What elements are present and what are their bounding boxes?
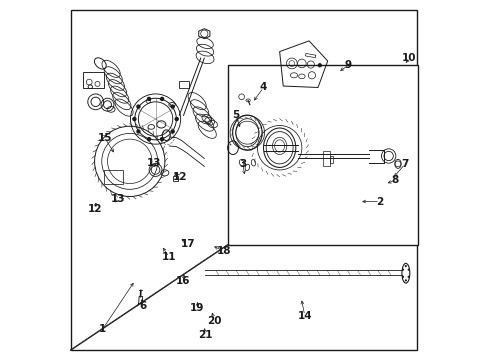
Circle shape bbox=[136, 104, 141, 109]
Text: 10: 10 bbox=[402, 53, 416, 63]
Text: 13: 13 bbox=[146, 158, 161, 168]
Circle shape bbox=[170, 129, 175, 134]
Text: 21: 21 bbox=[198, 330, 212, 340]
Bar bbox=[329, 156, 332, 163]
Text: 11: 11 bbox=[162, 252, 176, 262]
Circle shape bbox=[404, 279, 406, 282]
Text: 2: 2 bbox=[376, 197, 383, 207]
Text: 3: 3 bbox=[239, 159, 246, 169]
Circle shape bbox=[407, 269, 409, 271]
Text: 7: 7 bbox=[401, 159, 408, 169]
Text: 13: 13 bbox=[111, 194, 125, 204]
Bar bbox=[173, 176, 178, 181]
Circle shape bbox=[401, 276, 403, 278]
Text: 15: 15 bbox=[97, 133, 112, 143]
Circle shape bbox=[146, 137, 151, 141]
Circle shape bbox=[146, 97, 151, 101]
Text: 12: 12 bbox=[172, 172, 187, 182]
Circle shape bbox=[160, 137, 164, 141]
Circle shape bbox=[160, 97, 164, 101]
Bar bbox=[83, 72, 104, 88]
Text: 20: 20 bbox=[206, 316, 221, 325]
Circle shape bbox=[404, 265, 406, 267]
Circle shape bbox=[170, 104, 175, 109]
Text: 8: 8 bbox=[391, 175, 398, 185]
Text: 6: 6 bbox=[140, 301, 147, 311]
Bar bbox=[104, 170, 122, 184]
Text: 18: 18 bbox=[216, 246, 230, 256]
Circle shape bbox=[401, 269, 403, 271]
Text: 9: 9 bbox=[344, 60, 351, 70]
Bar bbox=[179, 81, 189, 88]
Circle shape bbox=[136, 129, 141, 134]
Text: 5: 5 bbox=[232, 111, 239, 121]
Bar bbox=[305, 53, 315, 58]
Bar bbox=[322, 151, 329, 166]
Text: 19: 19 bbox=[189, 303, 204, 314]
Text: 16: 16 bbox=[176, 276, 190, 286]
Circle shape bbox=[174, 117, 179, 121]
Bar bbox=[228, 65, 418, 244]
Text: 1: 1 bbox=[99, 324, 106, 334]
Circle shape bbox=[407, 276, 409, 278]
Circle shape bbox=[132, 117, 136, 121]
Text: 17: 17 bbox=[180, 239, 195, 249]
Text: 14: 14 bbox=[297, 311, 311, 320]
Circle shape bbox=[317, 63, 321, 67]
Text: 4: 4 bbox=[259, 82, 266, 93]
Text: 12: 12 bbox=[87, 204, 102, 215]
